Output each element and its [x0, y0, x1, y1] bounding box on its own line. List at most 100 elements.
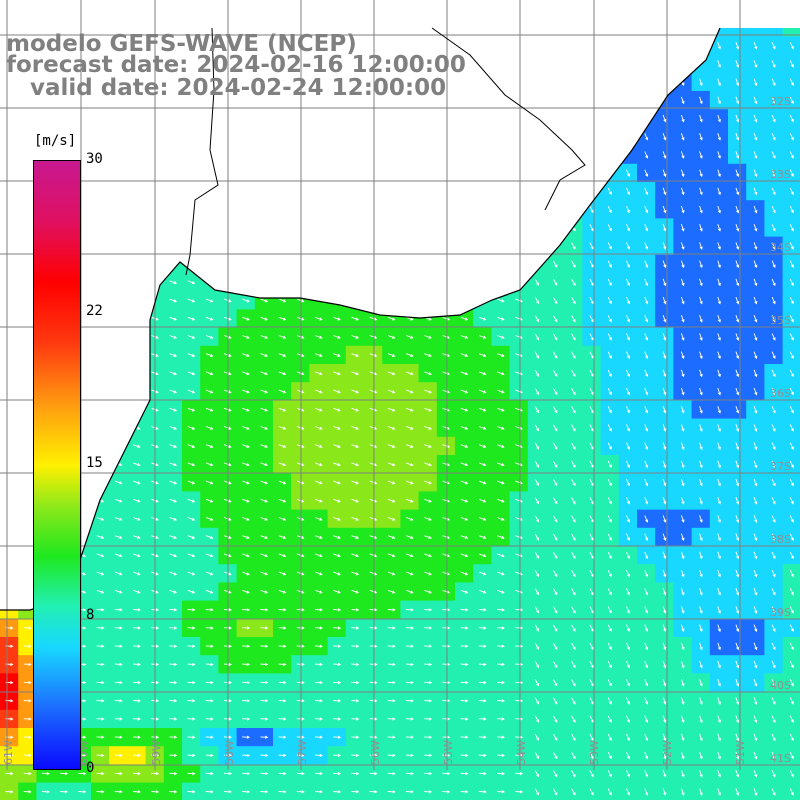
wind-arrow: [169, 553, 178, 558]
wind-arrow: [753, 660, 758, 669]
wind-arrow: [460, 589, 469, 594]
wind-arrow: [132, 626, 141, 630]
wind-arrow: [278, 298, 287, 303]
wind-arrow: [351, 681, 360, 685]
wind-arrow: [187, 316, 196, 321]
wind-arrow: [589, 387, 594, 396]
wind-arrow: [662, 533, 667, 542]
wind-arrow: [460, 316, 469, 321]
wind-arrow: [23, 717, 32, 721]
wind-arrow: [553, 460, 558, 468]
wind-arrow: [460, 735, 469, 739]
wind-arrow: [789, 296, 794, 305]
wind-arrow: [187, 462, 196, 467]
wind-arrow: [735, 533, 740, 542]
wind-arrow: [315, 407, 323, 412]
wind-arrow: [496, 608, 505, 612]
wind-arrow: [351, 498, 360, 503]
wind-arrow: [753, 333, 758, 341]
wind-arrow: [717, 333, 721, 341]
wind-arrow: [369, 662, 378, 667]
wind-arrow: [680, 315, 685, 323]
wind-arrow: [626, 551, 630, 560]
wind-arrow: [242, 298, 250, 303]
colorbar-tick-30: 30: [86, 151, 103, 167]
wind-speed-cell: [782, 127, 800, 147]
wind-arrow: [114, 480, 123, 485]
wind-arrow: [114, 608, 123, 612]
wind-arrow: [96, 772, 105, 776]
colorbar-tick-8: 8: [86, 607, 95, 623]
wind-arrow: [460, 571, 469, 576]
wind-arrow: [753, 169, 758, 178]
wind-arrow: [717, 387, 721, 396]
wind-arrow: [260, 662, 269, 667]
wind-arrow: [151, 790, 160, 794]
wind-arrow: [699, 205, 703, 214]
wind-arrow: [351, 480, 360, 485]
wind-arrow: [442, 608, 451, 612]
wind-arrow: [515, 681, 524, 685]
wind-arrow: [369, 608, 378, 612]
wind-arrow: [23, 772, 32, 776]
wind-arrow: [680, 770, 685, 778]
colorbar-tick-0: 0: [86, 760, 95, 776]
wind-arrow: [607, 752, 612, 760]
wind-arrow: [644, 660, 649, 669]
wind-arrow: [680, 642, 685, 651]
wind-arrow: [771, 660, 776, 669]
wind-arrow: [187, 644, 196, 648]
wind-arrow: [515, 753, 524, 758]
wind-arrow: [387, 644, 396, 648]
wind-arrow: [460, 699, 469, 703]
wind-arrow: [662, 205, 667, 214]
wind-arrow: [662, 351, 667, 360]
wind-arrow: [296, 407, 305, 412]
wind-arrow: [680, 569, 685, 578]
wind-arrow: [314, 662, 323, 667]
wind-speed-cell: [782, 782, 800, 802]
wind-arrow: [96, 753, 105, 758]
wind-arrow: [553, 406, 558, 414]
wind-arrow: [478, 699, 487, 703]
wind-arrow: [644, 551, 649, 560]
wind-arrow: [242, 626, 251, 630]
wind-arrow: [387, 498, 396, 503]
wind-arrow: [626, 460, 630, 469]
wind-arrow: [699, 697, 703, 705]
wind-arrow: [351, 662, 360, 667]
wind-arrow: [699, 296, 703, 305]
wind-speed-cell: [782, 309, 800, 329]
wind-arrow: [23, 662, 32, 667]
wind-arrow: [242, 535, 250, 539]
wind-arrow: [387, 626, 396, 630]
wind-speed-cell: [782, 345, 800, 365]
wind-arrow: [23, 681, 32, 685]
land-area: [0, 0, 800, 610]
wind-arrow: [534, 588, 540, 596]
wind-arrow: [169, 444, 178, 448]
wind-arrow: [351, 353, 360, 357]
wind-arrow: [187, 280, 196, 285]
wind-speed-cell: [527, 782, 547, 802]
wind-arrow: [497, 316, 505, 321]
wind-arrow: [260, 426, 269, 430]
wind-speed-cell: [782, 182, 800, 201]
wind-arrow: [735, 697, 740, 705]
wind-arrow: [680, 606, 685, 614]
wind-arrow: [717, 424, 721, 432]
wind-arrow: [717, 151, 721, 159]
wind-arrow: [626, 624, 630, 632]
wind-arrow: [771, 588, 776, 596]
wind-arrow: [735, 187, 740, 196]
wind-arrow: [717, 133, 721, 141]
wind-arrow: [369, 772, 378, 776]
wind-arrow: [406, 389, 414, 394]
wind-arrow: [460, 535, 469, 539]
wind-arrow: [278, 699, 287, 703]
wind-arrow: [387, 790, 396, 794]
wind-arrow: [662, 369, 667, 378]
wind-arrow: [169, 772, 178, 776]
wind-speed-cell: [782, 418, 800, 438]
wind-arrow: [424, 335, 432, 339]
